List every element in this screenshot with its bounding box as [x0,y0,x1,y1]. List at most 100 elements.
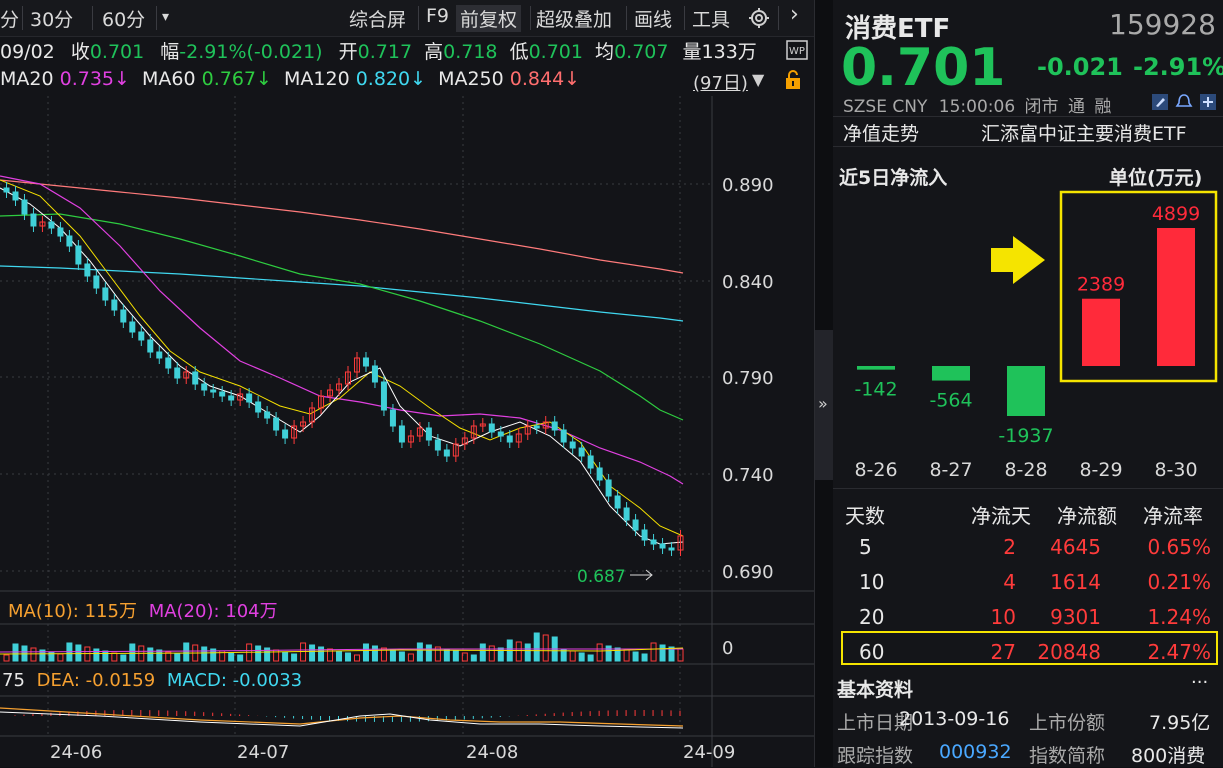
dif-value: 75 [2,670,25,691]
period-30min-tab[interactable]: 30分 [30,5,73,32]
ma60-value: 0.767↓ [202,68,272,90]
period-count[interactable]: (97日) [693,69,748,95]
flow-bar-value: -142 [854,379,897,401]
candle-body [157,352,162,358]
table-cell-days: 10 [859,570,884,594]
volume-bar [121,655,126,661]
volume-bar [543,635,548,661]
add-icon[interactable] [1199,93,1217,116]
index-short-label: 指数简称 [1029,741,1105,768]
ma250-value: 0.844↓ [510,68,580,90]
candle-body [130,322,135,332]
more-icon[interactable]: ··· [1191,672,1208,693]
divider [833,116,1223,117]
edit-icon[interactable] [1151,93,1169,116]
fund-full-name: 汇添富中证主要消费ETF [981,119,1187,146]
volume-bar [525,644,530,661]
divider [833,146,1223,147]
toolbar-divider [418,6,419,30]
ma-dropdown-icon[interactable]: ▼ [752,70,764,89]
track-index-code[interactable]: 000932 [939,741,1012,763]
candle-body [372,366,377,382]
security-code: 159928 [1109,8,1216,41]
table-cell-flow-rate: 1.24% [1147,605,1211,629]
low-label: 低 [510,41,529,63]
flow-bar-value: 2389 [1077,274,1125,296]
volume-bar [426,645,431,661]
toolbar-divider [22,6,23,30]
period-dropdown-icon[interactable]: ▾ [162,9,169,25]
volume-bar [579,653,584,661]
flow-bar [932,366,970,381]
candle-body [507,436,512,442]
collapse-icon[interactable]: » [818,394,828,413]
candle-body [399,426,404,442]
volume-bar [570,651,575,661]
period-minute-tab[interactable]: 分 [0,5,19,32]
flow-bar [857,366,895,370]
tools-button[interactable]: 工具 [692,5,730,32]
kline-chart[interactable]: 0.687 0.890 0.840 0.790 0.740 0.690 0 24… [0,96,814,767]
volume-bar [103,651,108,661]
volume-bar [480,644,485,661]
gear-icon[interactable] [748,7,770,34]
open-value: 0.717 [358,41,412,63]
candle-body [561,430,566,442]
ma120-value: 0.820↓ [356,68,426,90]
volume-bar [678,649,683,661]
tong-tag: 通 [1068,97,1085,117]
candle-body [534,426,539,428]
toolbar-divider [626,6,627,30]
volume-bar [588,655,593,661]
super-overlay-button[interactable]: 超级叠加 [536,5,612,32]
candle-body [633,520,638,530]
nav-trend-link[interactable]: 净值走势 [843,119,919,146]
volume-bar [498,648,503,661]
lock-icon[interactable] [784,70,802,95]
volume-bar [516,642,521,661]
candle-body [148,340,153,352]
toolbar-divider [684,6,685,30]
volume-axis-zero: 0 [722,638,733,659]
price-axis-label: 0.740 [722,465,774,486]
candle-body [4,188,9,192]
low-value: 0.701 [529,41,583,63]
svg-text:WP: WP [789,46,805,57]
toolbar-more-icon[interactable]: › [790,2,799,27]
flow-title: 近5日净流入 [839,163,947,190]
quote-row: 09/02 收0.701 幅-2.91%(-0.021) 开0.717 高0.7… [0,37,757,65]
forward-adjust-button[interactable]: 前复权 [456,5,521,32]
wp-icon[interactable]: WP [786,40,808,65]
candle-body [112,300,117,310]
candle-body [139,332,144,340]
ma-row: MA20 0.735↓ MA60 0.767↓ MA120 0.820↓ MA2… [0,68,580,94]
flow-unit: 单位(万元) [1109,163,1202,190]
candle-body [13,192,18,200]
macd-label: MACD: [167,670,227,691]
yellow-arrow-icon [991,236,1045,284]
volume-bar [94,649,99,661]
table-cell-flow-rate: 0.21% [1147,570,1211,594]
volume-bar [130,644,135,661]
period-60min-tab[interactable]: 60分 [102,5,145,32]
volume-bar [292,654,297,661]
price-axis-label: 0.890 [722,175,774,196]
volume-label: 量 [683,41,702,63]
price-axis-label: 0.690 [722,562,774,583]
f9-button[interactable]: F9 [426,5,449,27]
draw-line-button[interactable]: 画线 [634,5,672,32]
table-cell-flow-amount: 1614 [1050,570,1101,594]
shares-value: 7.95亿 [1149,708,1210,735]
track-index-label: 跟踪指数 [837,741,913,768]
high-value: 0.718 [443,41,497,63]
panel-collapse-handle[interactable]: » [814,0,834,767]
kline-pane[interactable]: 分 30分 60分 ▾ 综合屏 F9 前复权 超级叠加 画线 工具 › 09/0… [0,0,814,767]
flow-bar [1082,299,1120,366]
volume-bar [283,652,288,661]
bell-icon[interactable] [1175,93,1193,116]
table-header-flow-rate: 净流率 [1143,500,1203,529]
date-axis-label: 24-08 [466,742,518,763]
composite-screen-button[interactable]: 综合屏 [349,5,406,32]
market-status: 闭市 [1025,97,1059,117]
volume-value: 133万 [702,41,757,63]
